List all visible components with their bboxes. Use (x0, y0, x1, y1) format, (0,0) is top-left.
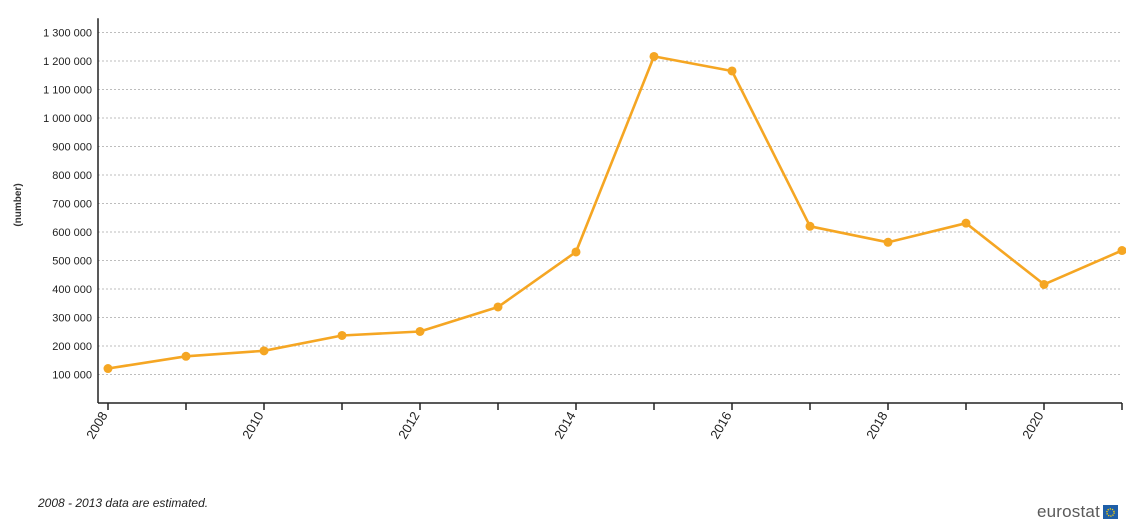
eurostat-logo: eurostat (1037, 502, 1118, 522)
x-tick-label: 2016 (707, 409, 734, 442)
y-tick-label: 300 000 (52, 313, 92, 325)
y-tick-label: 1 100 000 (43, 85, 92, 97)
data-point[interactable] (883, 237, 893, 247)
data-point[interactable] (337, 330, 347, 340)
x-tick-label: 2010 (239, 409, 266, 442)
x-tick-labels: 2008 2010 2012 2014 2016 2018 2020 (83, 409, 1046, 442)
y-tick-label: 200 000 (52, 341, 92, 353)
data-point[interactable] (1117, 246, 1126, 256)
brand-name: eurostat (1036, 502, 1100, 521)
data-point[interactable] (103, 364, 113, 374)
data-point[interactable] (493, 302, 503, 312)
x-tick-label: 2014 (551, 409, 578, 442)
series-line (107, 55, 1123, 370)
data-point[interactable] (181, 351, 191, 361)
y-tick-label: 1 000 000 (43, 113, 92, 125)
y-tick-label: 1 300 000 (43, 28, 92, 40)
y-tick-label: 400 000 (52, 284, 92, 296)
series (103, 51, 1126, 374)
axes (97, 18, 1123, 410)
data-point[interactable] (259, 346, 269, 356)
y-axis-title: (number) (13, 183, 24, 226)
line-chart: 100 000 200 000 300 000 400 000 500 000 600 0… (13, 18, 1126, 442)
y-tick-label: 900 000 (52, 142, 92, 154)
y-tick-label: 700 000 (52, 199, 92, 211)
x-tick-label: 2018 (863, 409, 890, 442)
data-point[interactable] (1039, 279, 1049, 289)
y-tick-label: 500 000 (52, 256, 92, 268)
eu-flag-icon (1103, 505, 1118, 519)
y-tick-label: 600 000 (52, 227, 92, 239)
x-tick-label: 2012 (395, 409, 422, 442)
data-point[interactable] (727, 66, 737, 76)
y-tick-labels: 100 000 200 000 300 000 400 000 500 000 600 0… (43, 28, 92, 382)
data-point[interactable] (415, 326, 425, 336)
y-tick-label: 100 000 (52, 370, 92, 382)
data-point[interactable] (571, 247, 581, 257)
data-point[interactable] (805, 221, 815, 231)
y-tick-label: 800 000 (52, 170, 92, 182)
footnote: 2008 - 2013 data are estimated. (38, 496, 209, 510)
data-point[interactable] (649, 51, 659, 61)
gridlines (98, 32, 1122, 375)
data-point[interactable] (961, 218, 971, 228)
x-tick-label: 2008 (83, 409, 110, 442)
x-tick-label: 2020 (1019, 409, 1046, 442)
y-tick-label: 1 200 000 (43, 56, 92, 68)
